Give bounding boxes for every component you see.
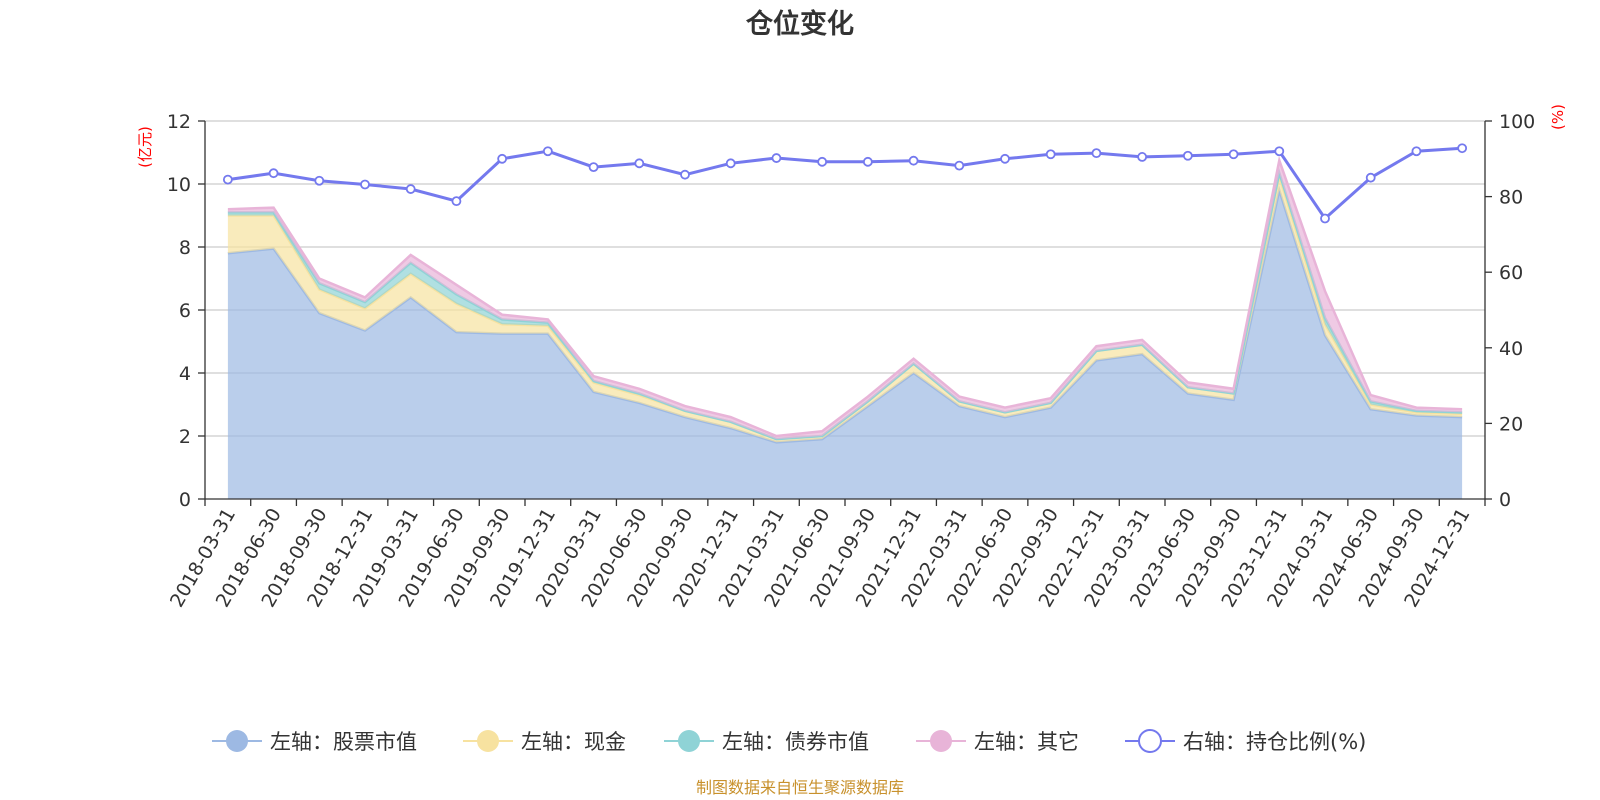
- area-3: [227, 160, 1463, 440]
- ratio-point: [1457, 143, 1468, 154]
- legend-label: 左轴：现金: [521, 730, 626, 754]
- ratio-point: [954, 160, 965, 171]
- right-tick-label: 20: [1499, 413, 1523, 435]
- legend-label: 左轴：股票市值: [270, 730, 417, 754]
- legend-item[interactable]: 左轴：现金: [463, 730, 626, 754]
- ratio-point: [360, 179, 370, 190]
- legend-item[interactable]: 左轴：其它: [916, 730, 1079, 754]
- ratio-point: [1365, 172, 1376, 183]
- right-tick-label: 60: [1499, 262, 1523, 284]
- ratio-point: [314, 175, 325, 186]
- legend-item[interactable]: 左轴：债券市值: [664, 730, 869, 754]
- ratio-point: [680, 169, 690, 180]
- legend: 左轴：股票市值 左轴：现金 左轴：债券市值 左轴：其它 右轴：持仓比例(%): [212, 729, 1366, 754]
- holding-ratio-line: [222, 143, 1468, 224]
- ratio-point: [862, 156, 873, 167]
- right-tick-label: 40: [1499, 338, 1523, 360]
- right-tick-label: 80: [1499, 187, 1523, 209]
- ratio-line-path: [227, 146, 1463, 221]
- right-tick-label: 100: [1499, 111, 1535, 133]
- left-tick-label: 12: [167, 111, 191, 133]
- ratio-point: [1182, 150, 1193, 161]
- ratio-point: [1274, 146, 1285, 157]
- left-tick-label: 2: [179, 426, 191, 448]
- ratio-point: [725, 158, 736, 169]
- legend-marker: [477, 730, 499, 752]
- right-tick-label: 0: [1499, 489, 1511, 511]
- legend-label: 左轴：其它: [974, 730, 1079, 754]
- legend-item[interactable]: 右轴：持仓比例(%): [1125, 729, 1366, 754]
- source-note: 制图数据来自恒生聚源数据库: [696, 778, 904, 797]
- legend-marker: [678, 730, 700, 752]
- legend-marker: [1138, 729, 1162, 753]
- stacked-areas: [227, 155, 1463, 500]
- legend-label: 右轴：持仓比例(%): [1183, 730, 1366, 754]
- ratio-point: [1228, 149, 1239, 160]
- ratio-point: [497, 153, 508, 164]
- ratio-point: [1320, 213, 1330, 224]
- area-3-edge: [227, 155, 1463, 438]
- ratio-point: [634, 158, 645, 169]
- ratio-point: [1045, 149, 1056, 160]
- left-axis-unit: (亿元): [136, 126, 154, 168]
- legend-label: 左轴：债券市值: [722, 730, 869, 754]
- left-tick-label: 6: [179, 300, 191, 322]
- ratio-point: [451, 196, 462, 207]
- ratio-point: [1137, 152, 1148, 162]
- legend-item[interactable]: 左轴：股票市值: [212, 730, 417, 754]
- ratio-point: [1091, 148, 1102, 159]
- left-tick-label: 4: [179, 363, 191, 385]
- chart-title: 仓位变化: [745, 8, 854, 40]
- ratio-point: [1000, 153, 1010, 164]
- legend-marker: [226, 730, 248, 752]
- left-tick-label: 10: [167, 174, 191, 196]
- right-axis-unit: (%): [1549, 104, 1567, 130]
- ratio-point: [771, 153, 782, 163]
- ratio-point: [1411, 146, 1422, 157]
- ratio-point: [817, 156, 828, 167]
- area-0: [227, 190, 1463, 500]
- ratio-point: [542, 146, 553, 157]
- left-tick-label: 8: [179, 237, 191, 259]
- ratio-point: [405, 184, 416, 194]
- left-tick-label: 0: [179, 489, 191, 511]
- legend-marker: [930, 730, 952, 752]
- ratio-point: [908, 155, 919, 166]
- ratio-point: [588, 162, 599, 173]
- area-2: [227, 173, 1463, 440]
- ratio-point: [222, 174, 233, 185]
- ratio-point: [268, 168, 279, 179]
